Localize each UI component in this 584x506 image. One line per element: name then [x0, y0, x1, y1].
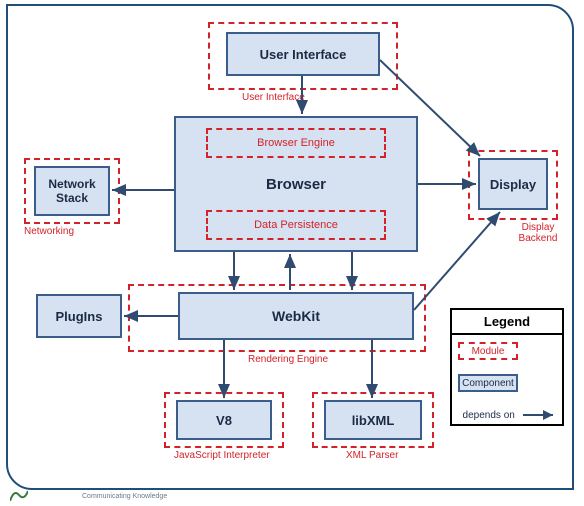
- legend-module-swatch: Module: [458, 342, 518, 360]
- component-v8: V8: [176, 400, 272, 440]
- component-user-interface: User Interface: [226, 32, 380, 76]
- legend-row-module: Module: [452, 335, 562, 367]
- module-label-xml-parser: XML Parser: [346, 450, 398, 461]
- component-display: Display: [478, 158, 548, 210]
- legend-row-depends: depends on: [452, 399, 562, 431]
- legend-title: Legend: [452, 310, 562, 335]
- component-label: User Interface: [260, 47, 347, 62]
- legend-component-swatch: Component: [458, 374, 518, 392]
- inner-label-text: Data Persistence: [254, 219, 338, 231]
- component-label: V8: [216, 413, 232, 428]
- component-webkit: WebKit: [178, 292, 414, 340]
- module-label-user-interface: User Interface: [242, 92, 305, 103]
- footer-text: Communicating Knowledge: [82, 493, 167, 500]
- legend-arrow-icon: [523, 409, 556, 421]
- component-network-stack: Network Stack: [34, 166, 110, 216]
- component-label: WebKit: [272, 308, 320, 324]
- inner-browser-engine: Browser Engine: [206, 128, 386, 158]
- component-libxml: libXML: [324, 400, 422, 440]
- module-label-networking: Networking: [24, 226, 74, 237]
- legend-component-label: Component: [462, 378, 514, 389]
- inner-label-text: Browser Engine: [257, 137, 335, 149]
- diagram-canvas: User Interface Networking Display Backen…: [0, 0, 584, 500]
- module-label-js-interpreter: JavaScript Interpreter: [174, 450, 270, 461]
- component-label: PlugIns: [56, 309, 103, 324]
- inner-data-persistence: Data Persistence: [206, 210, 386, 240]
- depends-on-arrow: [414, 212, 500, 310]
- component-label: Network Stack: [38, 177, 106, 205]
- component-label: Display: [490, 177, 536, 192]
- component-label: libXML: [352, 413, 395, 428]
- module-label-display-backend: Display Backend: [508, 222, 568, 244]
- module-label-rendering-engine: Rendering Engine: [248, 354, 328, 365]
- legend-box: Legend Module Component depends on: [450, 308, 564, 426]
- component-plugins: PlugIns: [36, 294, 122, 338]
- legend-depends-label: depends on: [458, 406, 519, 424]
- footer-logo-icon: [10, 488, 28, 500]
- legend-module-label: Module: [472, 346, 505, 357]
- component-label: Browser: [266, 176, 326, 193]
- legend-row-component: Component: [452, 367, 562, 399]
